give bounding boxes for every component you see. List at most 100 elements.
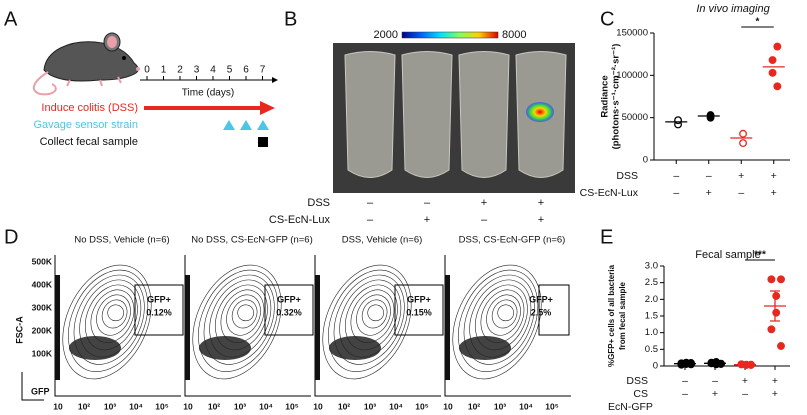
x-axis-label: GFP: [31, 386, 50, 396]
y-axis-label: Radiance: [600, 75, 611, 117]
y-axis-label: from fecal sample: [618, 281, 627, 350]
contour: [367, 304, 384, 322]
events-edge: [445, 275, 450, 380]
gate-label: GFP+: [407, 294, 431, 304]
dss-arrowhead: [260, 101, 275, 115]
panel-letter: A: [4, 8, 18, 30]
y-tick-label: 100000: [616, 70, 648, 81]
events-edge: [185, 275, 190, 380]
contour: [192, 264, 282, 380]
collect-marker: [258, 137, 268, 147]
sign: +: [771, 187, 777, 199]
sign: –: [367, 214, 374, 226]
contour-core: [199, 336, 251, 360]
contour: [328, 269, 409, 372]
x-tick-label: 10³: [364, 401, 376, 411]
sign: +: [712, 388, 718, 400]
sign: –: [673, 187, 679, 199]
y-axis-label: FSC-A: [14, 316, 24, 344]
timeline-label: 5: [227, 65, 233, 76]
flow-plot: No DSS, Vehicle (n=6) GFP+ 0.12% 10 10² 10³ 10…: [32, 235, 184, 411]
sign: –: [742, 388, 748, 400]
data-point: [677, 360, 686, 369]
data-point: [739, 139, 747, 148]
timeline-label: 2: [177, 65, 183, 76]
sign: +: [738, 170, 744, 182]
y-tick-label: 150000: [616, 28, 648, 39]
gate-percent: 0.32%: [276, 307, 302, 317]
panel-letter: E: [600, 226, 613, 248]
sign: –: [481, 214, 488, 226]
sign: –: [706, 170, 712, 182]
x-tick-label: 10⁵: [155, 401, 168, 411]
x-tick-label: 10⁵: [415, 401, 428, 411]
step-label: Collect fecal sample: [40, 136, 138, 148]
events-edge: [315, 275, 320, 380]
y-tick-label: 0.5: [645, 344, 658, 355]
data-point: [772, 292, 781, 300]
sign: +: [424, 214, 430, 226]
x-tick-label: 10: [183, 401, 193, 411]
y-tick-label: 200K: [32, 325, 53, 335]
x-tick-label: 10²: [208, 401, 220, 411]
contour: [491, 299, 518, 329]
contour: [452, 264, 542, 380]
x-tick-label: 10²: [78, 401, 90, 411]
gate: [538, 284, 570, 336]
contour: [68, 269, 149, 372]
colorbar-label: 2000: [374, 29, 398, 41]
x-tick-label: 10³: [104, 401, 116, 411]
plot-title: DSS, CS-EcN-GFP (n=6): [459, 235, 566, 246]
gate-label: GFP+: [277, 294, 301, 304]
data-point: [777, 342, 785, 350]
imaging-photo: [333, 43, 575, 193]
y-tick-label: 1.0: [645, 327, 658, 338]
contour: [497, 304, 514, 322]
colorbar-label: 8000: [502, 29, 526, 41]
data-point: [706, 111, 715, 120]
data-point: [767, 325, 776, 334]
timeline-label: 6: [243, 65, 249, 76]
contour: [333, 274, 405, 365]
timeline-label: 0: [144, 65, 150, 76]
sign: –: [738, 187, 744, 199]
contour: [231, 299, 258, 329]
sign: +: [538, 214, 544, 226]
x-tick-label: 10²: [338, 401, 350, 411]
plot-title: No DSS, CS-EcN-GFP (n=6): [191, 235, 313, 246]
y-tick-label: 400K: [32, 279, 53, 289]
x-tick-label: 10³: [234, 401, 246, 411]
gate-percent: 0.12%: [146, 307, 172, 317]
x-tick-label: 10: [443, 401, 453, 411]
chart-title: In vivo imaging: [696, 3, 770, 15]
y-axis-label: (photons·s⁻¹·cm⁻²·sr⁻¹): [611, 44, 622, 150]
contour: [62, 264, 152, 380]
sign: –: [682, 375, 688, 387]
sign: +: [772, 388, 778, 400]
contour-core: [459, 336, 511, 360]
x-tick-label: 10⁵: [285, 401, 298, 411]
contour-core: [329, 336, 381, 360]
chart-title: Fecal sample: [695, 249, 760, 261]
flow-plot: No DSS, CS-EcN-GFP (n=6) GFP+ 0.32% 10 10² 10…: [183, 235, 314, 411]
contour: [226, 294, 261, 336]
error-bar: [710, 362, 720, 365]
x-tick-label: 10⁴: [519, 401, 533, 411]
contour: [458, 269, 539, 372]
contour: [356, 294, 391, 336]
contour: [198, 269, 279, 372]
data-point: [773, 42, 782, 51]
step-label: Induce colitis (DSS): [41, 102, 138, 114]
row-label: CS-EcN-Lux: [269, 214, 331, 226]
x-tick-label: 10⁴: [389, 401, 403, 411]
x-tick-label: 10⁵: [545, 401, 558, 411]
contour: [101, 299, 128, 329]
x-tick-label: 10³: [494, 401, 506, 411]
contour: [322, 264, 412, 380]
significance-label: ***: [754, 250, 766, 261]
y-tick-label: 2.0: [645, 294, 658, 305]
plot-axes: [54, 255, 181, 397]
plot-title: DSS, Vehicle (n=6): [342, 235, 423, 246]
row-label: DSS: [616, 170, 638, 182]
